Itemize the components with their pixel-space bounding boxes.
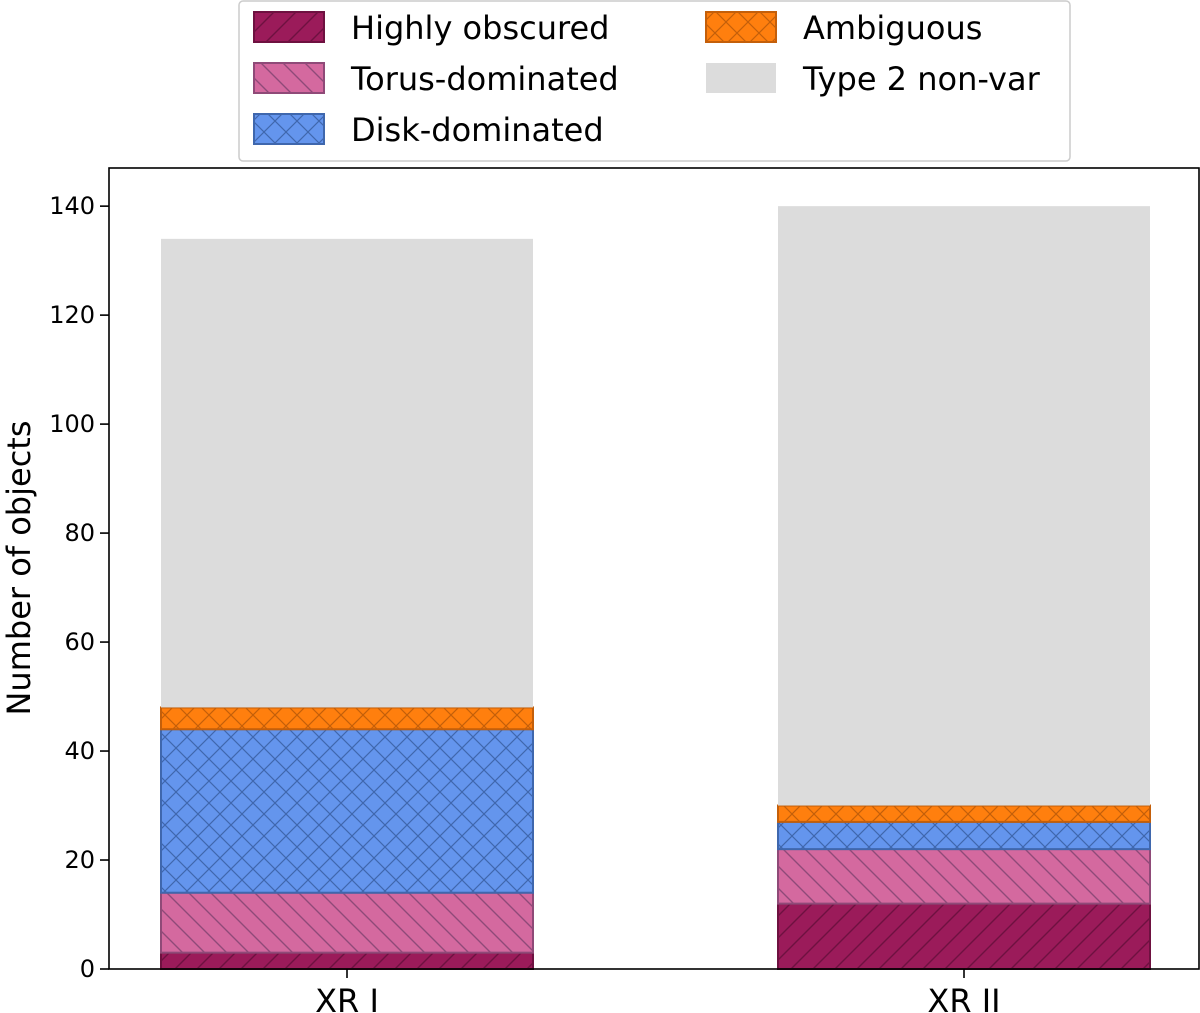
bar-xr-i-type-2-non-var bbox=[161, 238, 533, 708]
legend-item-torus-dominated: Torus-dominated bbox=[253, 60, 619, 98]
bar-xr-i-highly-obscured bbox=[160, 951, 534, 971]
bar-xr-i-disk-dominated bbox=[160, 728, 534, 894]
y-tick-label: 140 bbox=[49, 192, 95, 220]
legend-item-highly-obscured: Highly obscured bbox=[253, 9, 609, 47]
x-tick-label: XR I bbox=[315, 982, 379, 1013]
plot-frame bbox=[108, 167, 1200, 970]
legend-item-disk-dominated: Disk-dominated bbox=[253, 111, 604, 149]
y-tick-label: 20 bbox=[64, 846, 95, 874]
legend-label: Ambiguous bbox=[803, 9, 982, 47]
y-axis-title: Number of objects bbox=[0, 420, 38, 715]
legend-label: Torus-dominated bbox=[350, 60, 619, 98]
y-tick-label: 0 bbox=[80, 955, 95, 983]
bars-group bbox=[160, 206, 1151, 971]
legend-label: Disk-dominated bbox=[351, 111, 604, 149]
bar-xr-ii-highly-obscured bbox=[777, 902, 1151, 970]
y-tick-label: 60 bbox=[64, 628, 95, 656]
x-tick-label: XR II bbox=[927, 982, 1000, 1013]
bar-xr-ii-type-2-non-var bbox=[778, 206, 1150, 806]
y-tick-label: 80 bbox=[64, 519, 95, 547]
x-axis: XR I XR II bbox=[315, 969, 1001, 1013]
bar-xr-ii-disk-dominated bbox=[777, 820, 1151, 851]
legend-item-type-2-non-var: Type 2 non-var bbox=[706, 60, 1041, 98]
y-tick-label: 100 bbox=[49, 410, 95, 438]
legend-frame bbox=[238, 0, 1071, 162]
bar-xr-ii-torus-dominated bbox=[777, 848, 1151, 905]
y-axis: 0 20 40 60 80 100 120 140 bbox=[49, 192, 109, 983]
legend-label: Highly obscured bbox=[351, 9, 609, 47]
bar-xr-i-torus-dominated bbox=[160, 891, 534, 954]
legend-item-ambiguous: Ambiguous bbox=[705, 9, 982, 47]
y-tick-label: 120 bbox=[49, 301, 95, 329]
legend: Highly obscured Torus-dominated Disk-domin… bbox=[238, 0, 1071, 162]
y-tick-label: 40 bbox=[64, 737, 95, 765]
bar-xr-i-ambiguous bbox=[160, 706, 534, 731]
bar-xr-ii-ambiguous bbox=[777, 804, 1151, 823]
legend-label: Type 2 non-var bbox=[802, 60, 1041, 98]
